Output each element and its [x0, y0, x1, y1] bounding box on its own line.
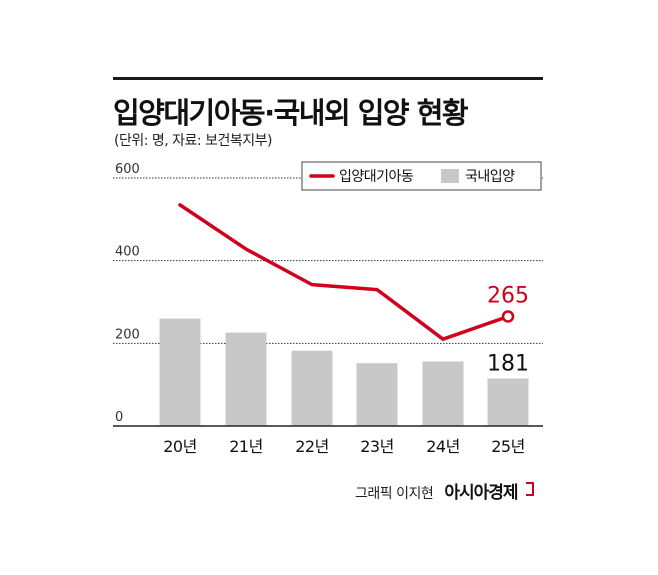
brand-logo: 아시아경제: [444, 483, 518, 503]
graphic-credit: 그래픽 이지현: [355, 486, 434, 502]
bar-22년: [291, 350, 333, 426]
title-rule: [113, 77, 543, 80]
x-tick-label: 21년: [229, 437, 263, 456]
brand-mark-icon: [525, 482, 534, 496]
x-tick-label: 20년: [163, 437, 197, 456]
credit-block: 그래픽 이지현 아시아경제: [355, 478, 534, 503]
line-입양대기아동: [178, 203, 510, 341]
legend-swatch-bar: [441, 169, 459, 183]
y-tick-label: 400: [115, 245, 140, 260]
bar-24년: [422, 361, 464, 426]
bar-21년: [225, 332, 267, 426]
bar-23년: [356, 363, 398, 426]
y-tick-label: 600: [115, 162, 140, 177]
legend-box: [301, 161, 542, 191]
x-tick-label: 22년: [295, 437, 329, 456]
data-label-line: 265: [487, 283, 529, 308]
legend-label-bar: 국내입양: [465, 169, 515, 185]
x-tick-label: 24년: [426, 437, 460, 456]
y-tick-label: 200: [115, 327, 140, 342]
bar-25년: [487, 378, 529, 426]
line-end-marker: [501, 310, 515, 323]
data-label-bar: 181: [487, 351, 529, 376]
y-tick-label: 0: [115, 410, 123, 425]
chart-title: 입양대기아동·국내외 입양 현황: [113, 96, 469, 130]
x-tick-label: 23년: [360, 437, 394, 456]
legend-label-line: 입양대기아동: [339, 169, 414, 185]
x-tick-label: 25년: [491, 437, 525, 456]
bar-20년: [159, 318, 201, 426]
chart-subtitle: (단위: 명, 자료: 보건복지부): [114, 133, 272, 149]
